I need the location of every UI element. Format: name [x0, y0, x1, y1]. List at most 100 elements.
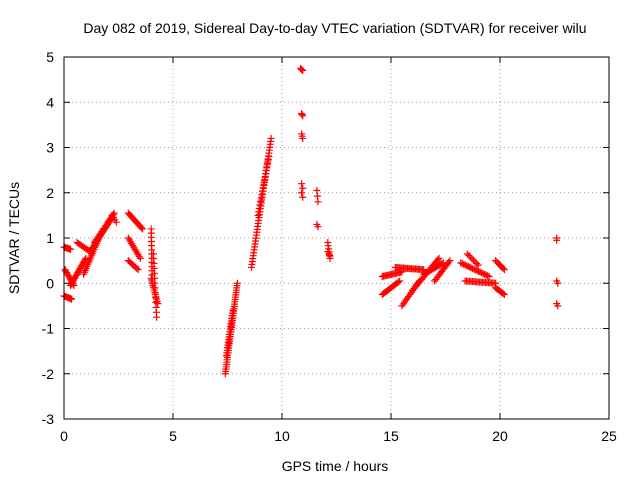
data-point	[481, 270, 489, 278]
data-point	[299, 193, 307, 201]
x-axis-label: GPS time / hours	[282, 458, 389, 474]
y-tick-label: 3	[46, 140, 54, 156]
y-tick-label: -2	[42, 366, 55, 382]
data-point	[554, 302, 562, 310]
y-axis-label: SDTVAR / TECUs	[6, 182, 22, 294]
data-point	[259, 187, 267, 195]
data-point	[460, 260, 468, 268]
data-point	[257, 198, 265, 206]
data-point	[326, 252, 334, 260]
data-point	[255, 204, 263, 212]
data-point	[396, 277, 404, 285]
data-point	[133, 264, 141, 272]
data-point	[469, 265, 477, 273]
data-point	[485, 272, 493, 280]
data-point	[482, 271, 490, 279]
data-point	[464, 262, 472, 270]
data-point	[445, 258, 453, 266]
data-point	[463, 262, 471, 270]
data-point	[500, 291, 508, 299]
data-point	[233, 279, 241, 287]
data-point	[299, 67, 307, 75]
data-point	[553, 236, 561, 244]
data-point	[446, 257, 454, 265]
data-point	[478, 269, 486, 277]
data-point	[314, 223, 322, 231]
data-point	[138, 225, 146, 233]
data-point	[260, 177, 268, 185]
y-tick-label: -1	[42, 321, 55, 337]
data-point	[81, 256, 89, 264]
x-tick-label: 10	[274, 428, 290, 444]
data-point	[229, 306, 237, 314]
data-point	[484, 272, 492, 280]
data-point	[457, 259, 465, 267]
y-tick-label: 2	[46, 185, 54, 201]
data-point	[468, 255, 476, 263]
data-point	[299, 184, 307, 192]
data-point	[299, 134, 307, 142]
data-point	[479, 270, 487, 278]
data-point	[68, 295, 76, 303]
data-point	[476, 268, 484, 276]
x-tick-label: 20	[492, 428, 508, 444]
data-point	[153, 313, 161, 321]
data-point	[261, 173, 269, 181]
data-point	[257, 194, 265, 202]
data-point	[137, 224, 145, 232]
data-point	[298, 189, 306, 197]
y-tick-label: 0	[46, 275, 54, 291]
data-point	[264, 156, 272, 164]
data-point	[435, 254, 443, 262]
data-point	[475, 267, 483, 275]
data-points	[60, 64, 562, 378]
data-point	[471, 258, 479, 266]
data-point	[255, 208, 263, 216]
data-point	[260, 180, 268, 188]
chart-title: Day 082 of 2019, Sidereal Day-to-day VTE…	[83, 20, 586, 36]
data-point	[262, 170, 270, 178]
data-point	[67, 245, 75, 253]
plot-frame	[63, 56, 610, 420]
data-point	[136, 254, 144, 262]
data-point	[499, 264, 507, 272]
data-point	[470, 265, 478, 273]
data-point	[499, 290, 507, 298]
grid	[64, 57, 609, 419]
data-point	[134, 266, 142, 274]
data-point	[466, 253, 474, 261]
x-tick-label: 0	[60, 428, 68, 444]
y-tick-label: -3	[42, 411, 55, 427]
y-tick-label: 1	[46, 230, 54, 246]
data-point	[258, 191, 266, 199]
data-point	[474, 261, 482, 269]
y-tick-label: 5	[46, 49, 54, 65]
data-point	[254, 211, 262, 219]
data-point	[466, 263, 474, 271]
data-point	[267, 134, 275, 142]
axis-ticks: 0 5 10 15 20 25 -3 -2 -1 0 1 2 3 4 5	[42, 49, 617, 444]
data-point	[299, 112, 307, 120]
data-point	[265, 153, 273, 161]
data-point	[256, 201, 264, 209]
y-tick-label: 4	[46, 94, 54, 110]
data-point	[470, 256, 478, 264]
data-point	[472, 266, 480, 274]
data-point	[298, 180, 306, 188]
data-point	[473, 267, 481, 275]
data-point	[461, 261, 469, 269]
data-point	[298, 65, 306, 73]
data-point	[264, 159, 272, 167]
x-tick-label: 15	[383, 428, 399, 444]
data-point	[394, 278, 402, 286]
x-tick-label: 25	[601, 428, 617, 444]
data-point	[473, 260, 481, 268]
data-point	[463, 250, 471, 258]
data-point	[458, 260, 466, 268]
x-tick-label: 5	[169, 428, 177, 444]
data-point	[314, 198, 322, 206]
data-point	[263, 163, 271, 171]
data-point	[262, 166, 270, 174]
data-point	[259, 184, 267, 192]
